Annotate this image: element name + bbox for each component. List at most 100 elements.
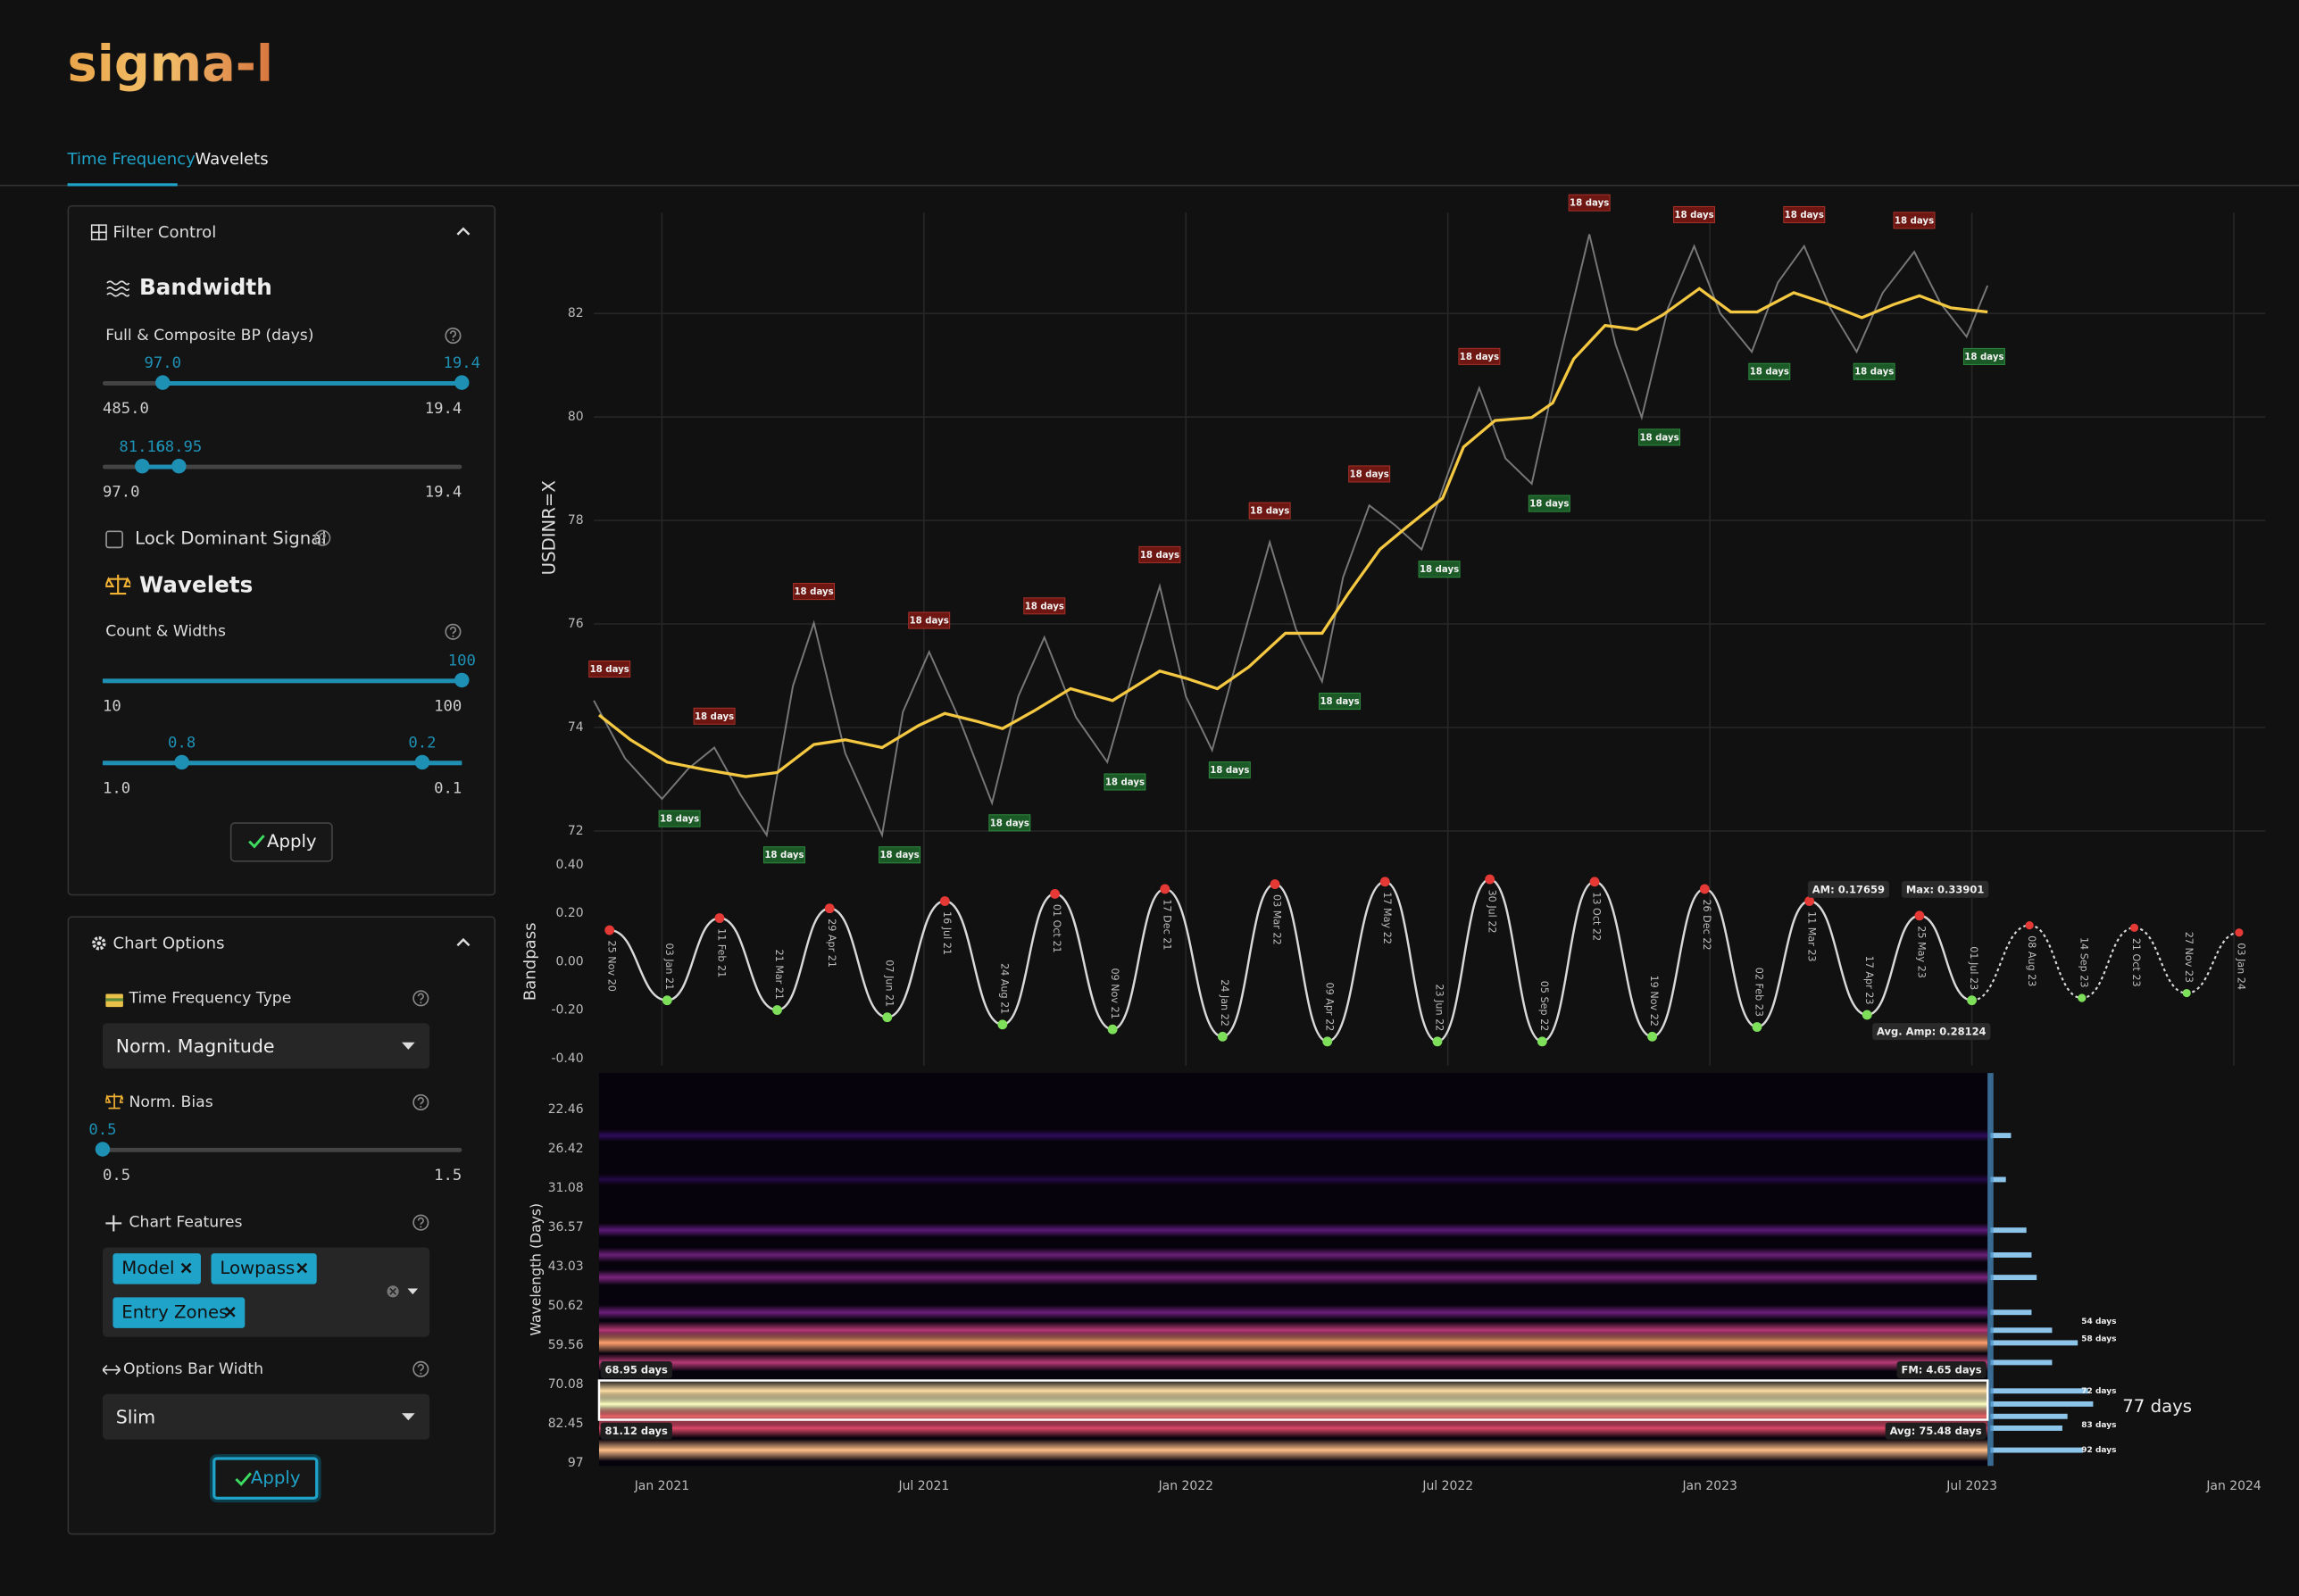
turn-dot bbox=[1160, 884, 1170, 894]
histogram-label: 72 days bbox=[2081, 1387, 2116, 1396]
y-tick-label: 70.08 bbox=[548, 1377, 584, 1392]
turn-dot bbox=[997, 1019, 1008, 1030]
entry-zone bbox=[1418, 561, 1461, 578]
panel-title: Chart Options bbox=[112, 934, 225, 953]
help-icon[interactable] bbox=[412, 1093, 429, 1111]
spectrogram-annotation: 81.12 days bbox=[605, 1425, 668, 1437]
turn-date: 03 Jan 21 bbox=[663, 943, 675, 990]
y-tick-label: 0.00 bbox=[556, 954, 584, 968]
turn-dot bbox=[1967, 995, 1977, 1006]
collapse-icon[interactable] bbox=[456, 936, 471, 947]
y-tick-label: 31.08 bbox=[548, 1181, 584, 1195]
slider-handle[interactable] bbox=[171, 459, 187, 474]
heatmap-band bbox=[598, 1129, 1988, 1142]
tag[interactable]: Lowpass bbox=[211, 1253, 317, 1284]
peak-label: 18 days bbox=[1250, 507, 1289, 517]
bandwidth-icon bbox=[106, 280, 130, 297]
slider-handle[interactable] bbox=[155, 375, 171, 390]
y-tick-label: 22.46 bbox=[548, 1102, 584, 1117]
histogram-bar bbox=[1990, 1359, 2053, 1366]
slider-handle[interactable] bbox=[135, 459, 150, 474]
help-icon[interactable] bbox=[412, 1214, 429, 1232]
turn-dot bbox=[1914, 910, 1925, 921]
y-tick-label: 80 bbox=[568, 410, 584, 424]
histogram-bar bbox=[1990, 1275, 2037, 1281]
select[interactable]: Slim bbox=[102, 1393, 430, 1440]
slider-handle[interactable] bbox=[454, 375, 470, 390]
slider-value: 0.5 bbox=[88, 1121, 117, 1140]
tab-active[interactable]: Time Frequency bbox=[67, 149, 196, 169]
y-tick-label: 72 bbox=[568, 824, 584, 838]
turn-date: 07 Jun 21 bbox=[883, 960, 895, 1007]
slider-value: 81.16 bbox=[119, 438, 166, 456]
slider-handle[interactable] bbox=[174, 754, 189, 770]
slider-min: 1.0 bbox=[102, 779, 131, 798]
trough-label: 18 days bbox=[1420, 565, 1459, 575]
y-tick-label: 50.62 bbox=[548, 1299, 584, 1313]
tab[interactable]: Wavelets bbox=[195, 149, 269, 169]
entry-zone bbox=[693, 707, 736, 725]
help-icon[interactable] bbox=[445, 623, 462, 641]
peak-label: 18 days bbox=[1785, 211, 1824, 220]
slider-track bbox=[102, 463, 462, 469]
projected-turn bbox=[2025, 921, 2034, 930]
slider-max: 19.4 bbox=[424, 400, 462, 419]
trough-label: 18 days bbox=[879, 851, 919, 860]
section-heading: Wavelets bbox=[139, 571, 254, 599]
collapse-icon[interactable] bbox=[456, 226, 471, 236]
turn-date: 03 Jan 24 bbox=[2236, 943, 2247, 990]
apply-button[interactable]: Apply bbox=[229, 822, 333, 862]
histogram-bar bbox=[1990, 1309, 2032, 1316]
x-tick-label: Jan 2023 bbox=[1681, 1479, 1737, 1493]
y-tick-label: 36.57 bbox=[548, 1220, 584, 1234]
field-label: Count & Widths bbox=[105, 622, 226, 641]
check-icon bbox=[235, 1472, 252, 1486]
x-tick-label: Jan 2022 bbox=[1158, 1479, 1213, 1493]
slider-handle[interactable] bbox=[414, 754, 430, 770]
turn-date: 01 Jul 23 bbox=[1968, 946, 1979, 990]
apply-button[interactable]: Apply bbox=[212, 1457, 319, 1500]
entry-zone bbox=[1673, 205, 1716, 224]
grid-icon bbox=[90, 224, 107, 241]
turn-date: 17 May 22 bbox=[1381, 892, 1393, 944]
select[interactable]: Norm. Magnitude bbox=[102, 1023, 430, 1069]
turn-dot bbox=[1432, 1036, 1443, 1047]
turn-date: 13 Oct 22 bbox=[1591, 892, 1603, 941]
checkbox[interactable] bbox=[105, 530, 123, 549]
check-icon bbox=[248, 835, 265, 849]
help-icon[interactable] bbox=[412, 989, 429, 1007]
turn-date: 17 Apr 23 bbox=[1863, 956, 1875, 1005]
x-tick-label: Jan 2021 bbox=[634, 1479, 689, 1493]
histogram-bar bbox=[1990, 1327, 2053, 1334]
annotation-box bbox=[600, 1422, 672, 1440]
y-tick-label: 0.40 bbox=[556, 858, 584, 872]
slider-track bbox=[102, 1147, 462, 1151]
help-icon[interactable] bbox=[445, 327, 462, 345]
logo[interactable]: sigma-l bbox=[67, 35, 274, 95]
histogram-label: 92 days bbox=[2081, 1446, 2116, 1455]
tag[interactable]: Entry Zones bbox=[112, 1297, 246, 1328]
slider-handle[interactable] bbox=[95, 1142, 111, 1157]
histogram-bar bbox=[1990, 1251, 2032, 1258]
slider-handle[interactable] bbox=[454, 672, 470, 688]
field-label: Options Bar Width bbox=[122, 1359, 264, 1378]
dominant-window bbox=[597, 1379, 1989, 1421]
heatmap-band bbox=[598, 1247, 1988, 1263]
field-label: Norm. Bias bbox=[129, 1093, 213, 1111]
projected-turn bbox=[2078, 993, 2087, 1002]
slider-range bbox=[142, 463, 179, 469]
histogram-bar bbox=[1990, 1401, 2094, 1407]
peak-label: 18 days bbox=[695, 712, 734, 722]
histogram-label: 83 days bbox=[2081, 1421, 2116, 1430]
checkbox-label[interactable]: Lock Dominant Signal bbox=[135, 528, 327, 549]
histogram-bar bbox=[1990, 1413, 2068, 1419]
help-icon[interactable] bbox=[412, 1360, 429, 1378]
entry-zone bbox=[588, 661, 631, 678]
help-icon[interactable] bbox=[313, 529, 331, 547]
turn-date: 25 May 23 bbox=[1916, 926, 1928, 978]
x-tick-label: Jul 2021 bbox=[897, 1479, 949, 1493]
trough-label: 18 days bbox=[1210, 766, 1249, 776]
bandpass-annotation: AM: 0.17659 bbox=[1812, 883, 1885, 895]
